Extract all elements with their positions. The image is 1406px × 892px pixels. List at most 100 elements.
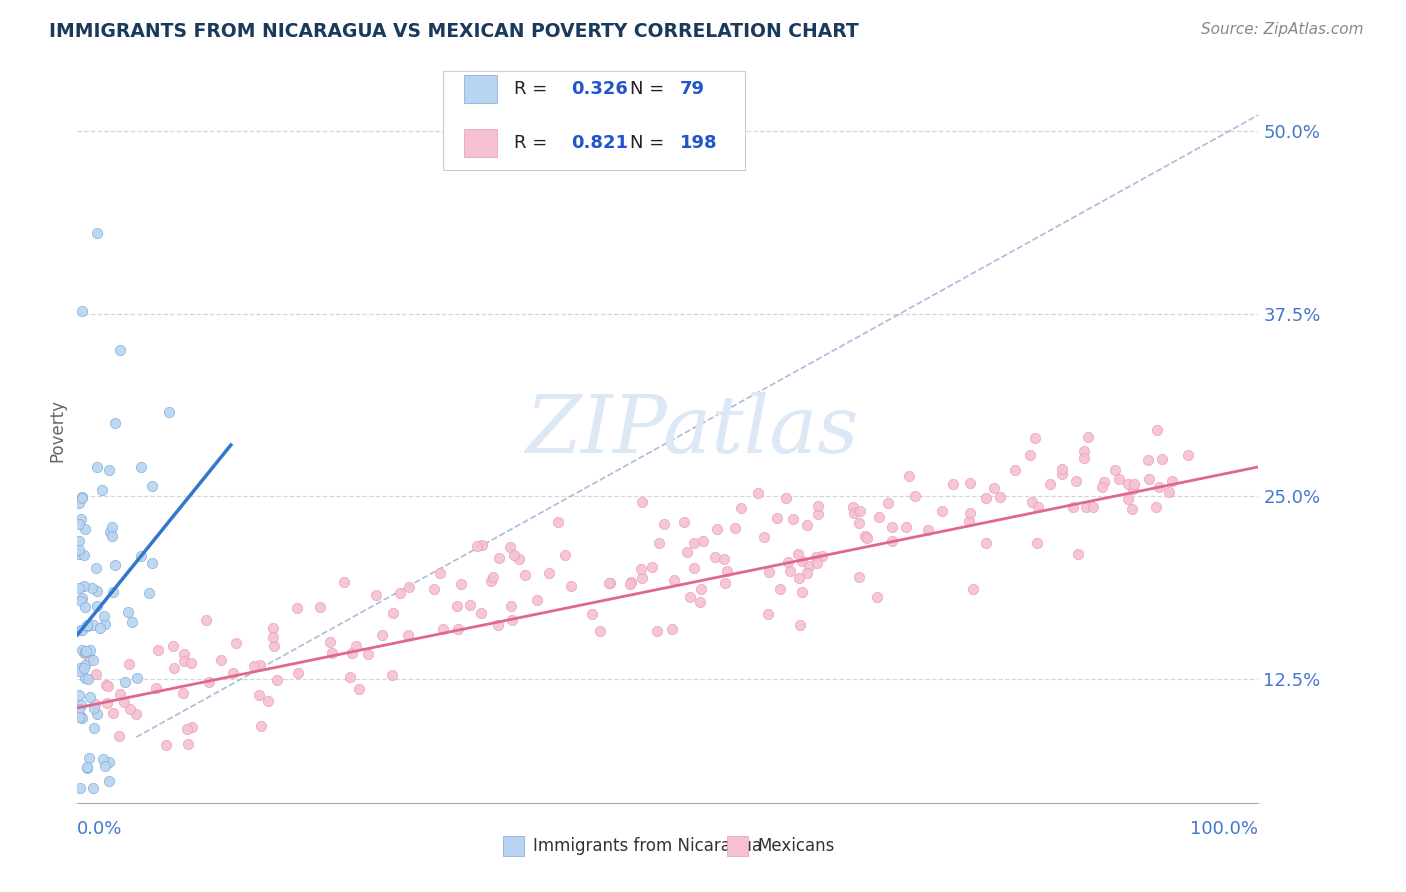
Point — [90, 483, 112, 497]
Point — [94, 617, 117, 632]
Point — [70, 490, 93, 504]
Text: Immigrants from Nicaragua: Immigrants from Nicaragua — [533, 837, 762, 855]
Point — [482, 570, 505, 584]
Point — [129, 549, 152, 563]
Point — [86, 706, 108, 721]
Point — [398, 580, 420, 594]
Point — [692, 533, 714, 548]
Point — [713, 552, 735, 566]
Point — [172, 686, 194, 700]
Point — [86, 226, 108, 240]
Point — [1116, 477, 1139, 491]
Point — [1026, 536, 1049, 550]
Point — [470, 606, 492, 620]
Point — [1161, 474, 1184, 488]
Point — [501, 599, 523, 614]
Point — [1091, 480, 1114, 494]
Point — [1122, 482, 1144, 496]
Point — [689, 594, 711, 608]
Point — [388, 586, 411, 600]
Point — [70, 623, 93, 637]
Point — [1137, 472, 1160, 486]
Point — [103, 585, 125, 599]
Point — [1074, 500, 1097, 515]
Bar — [727, 836, 748, 856]
Point — [225, 635, 247, 649]
Point — [479, 574, 502, 588]
Point — [83, 721, 105, 735]
Point — [104, 416, 127, 430]
Text: 79: 79 — [679, 80, 704, 98]
Point — [1050, 467, 1073, 481]
Point — [560, 579, 582, 593]
Point — [769, 582, 792, 597]
Text: Mexicans: Mexicans — [758, 837, 835, 855]
Point — [1067, 548, 1090, 562]
Point — [1104, 463, 1126, 477]
Point — [73, 658, 96, 673]
Text: IMMIGRANTS FROM NICARAGUA VS MEXICAN POVERTY CORRELATION CHART: IMMIGRANTS FROM NICARAGUA VS MEXICAN POV… — [49, 22, 859, 41]
Point — [959, 475, 981, 490]
Text: 100.0%: 100.0% — [1191, 821, 1258, 838]
Point — [163, 661, 186, 675]
Point — [422, 582, 444, 597]
Point — [247, 688, 270, 702]
Point — [990, 490, 1012, 504]
Point — [76, 672, 98, 686]
Point — [554, 548, 576, 562]
Point — [1073, 443, 1095, 458]
Point — [96, 696, 118, 710]
Point — [263, 640, 285, 654]
Point — [321, 646, 343, 660]
Point — [515, 567, 537, 582]
Point — [1083, 500, 1105, 514]
Point — [221, 665, 243, 680]
Point — [125, 671, 148, 685]
Point — [112, 695, 135, 709]
Point — [70, 491, 93, 505]
Point — [86, 599, 108, 613]
Point — [1147, 479, 1170, 493]
Point — [344, 639, 367, 653]
Point — [356, 647, 378, 661]
Point — [806, 556, 828, 570]
Point — [787, 571, 810, 585]
Point — [882, 519, 904, 533]
Point — [107, 729, 129, 743]
Point — [1028, 500, 1050, 515]
Point — [86, 459, 108, 474]
Point — [471, 538, 494, 552]
FancyBboxPatch shape — [443, 71, 745, 169]
Point — [333, 574, 356, 589]
Point — [1050, 461, 1073, 475]
Point — [1019, 448, 1042, 462]
Point — [689, 582, 711, 596]
Point — [382, 606, 405, 620]
Point — [662, 573, 685, 587]
Point — [67, 689, 90, 703]
Point — [70, 711, 93, 725]
Point — [155, 738, 177, 752]
Point — [652, 516, 675, 531]
Point — [86, 561, 108, 575]
Point — [1150, 451, 1173, 466]
Point — [959, 506, 981, 520]
Point — [162, 640, 184, 654]
Point — [75, 644, 97, 658]
Point — [450, 577, 472, 591]
Text: 0.821: 0.821 — [571, 134, 628, 152]
Point — [631, 494, 654, 508]
Point — [589, 624, 612, 638]
Point — [173, 655, 195, 669]
Point — [446, 599, 468, 613]
Point — [98, 524, 121, 539]
Point — [779, 565, 801, 579]
Point — [72, 591, 94, 605]
Point — [866, 591, 889, 605]
Point — [1177, 448, 1199, 462]
Point — [73, 671, 96, 685]
Point — [70, 643, 93, 657]
Text: 0.0%: 0.0% — [77, 821, 122, 838]
Point — [1064, 474, 1087, 488]
Point — [599, 575, 621, 590]
